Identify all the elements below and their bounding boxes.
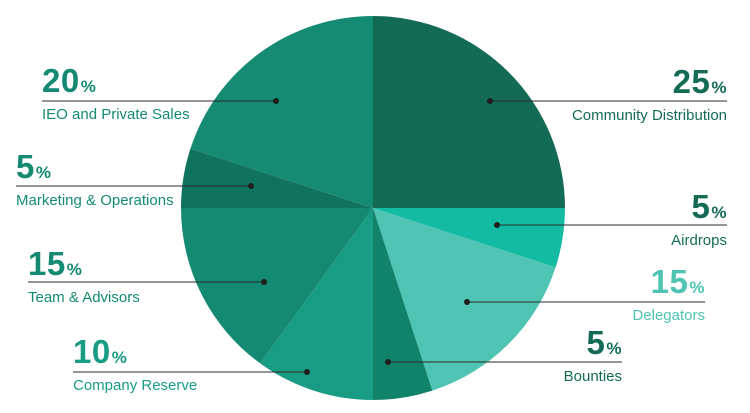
slice-value: 15% <box>28 247 140 286</box>
percent-sign: % <box>80 77 97 96</box>
slice-value-number: 5 <box>691 188 711 225</box>
percent-sign: % <box>35 163 52 182</box>
slice-name: Bounties <box>563 368 622 385</box>
leader-dot-team-advisors <box>261 279 267 285</box>
leader-dot-company-reserve <box>304 369 310 375</box>
percent-sign: % <box>66 260 83 279</box>
slice-name: Airdrops <box>671 232 727 249</box>
slice-label-marketing-operations: 5% Marketing & Operations <box>16 150 174 209</box>
slice-value-number: 5 <box>16 148 35 185</box>
slice-value-number: 20 <box>42 62 80 99</box>
slice-name: Company Reserve <box>73 377 198 394</box>
slice-value: 5% <box>671 190 727 229</box>
slice-value: 15% <box>632 265 705 304</box>
pie-slice-delegators <box>373 208 556 391</box>
slice-name: IEO and Private Sales <box>42 106 190 123</box>
percent-sign: % <box>111 348 128 367</box>
leader-dot-delegators <box>464 299 470 305</box>
slice-label-company-reserve: 10% Company Reserve <box>73 335 197 394</box>
slice-value-number: 15 <box>28 245 66 282</box>
slice-label-community-distribution: 25% Community Distribution <box>572 65 727 124</box>
slice-value-number: 10 <box>73 333 111 370</box>
leader-dot-community-distribution <box>487 98 493 104</box>
slice-name: Marketing & Operations <box>16 192 174 209</box>
slice-value: 25% <box>572 65 727 104</box>
slice-value: 20% <box>42 64 190 103</box>
pie-slice-marketing-operations <box>181 148 373 208</box>
pie-slice-team-advisors <box>181 208 373 364</box>
slice-value: 5% <box>564 326 622 365</box>
percent-sign: % <box>711 203 727 222</box>
slice-name: Community Distribution <box>571 107 727 124</box>
slice-label-delegators: 15% Delegators <box>632 265 705 324</box>
pie-slice-airdrops <box>373 208 565 268</box>
slice-label-airdrops: 5% Airdrops <box>671 190 727 249</box>
slice-name: Delegators <box>632 307 705 324</box>
leader-dot-ieo-and-private-sales <box>273 98 279 104</box>
pie-slice-bounties <box>373 208 433 400</box>
percent-sign: % <box>689 278 705 297</box>
slice-label-bounties: 5% Bounties <box>564 326 622 385</box>
leader-dot-marketing-operations <box>248 183 254 189</box>
slice-name: Team & Advisors <box>28 289 140 306</box>
leader-dot-bounties <box>385 359 391 365</box>
pie-slice-ieo-and-private-sales <box>190 16 373 208</box>
slice-label-team-advisors: 15% Team & Advisors <box>28 247 140 306</box>
pie-slice-community-distribution <box>373 16 565 208</box>
leader-dot-airdrops <box>494 222 500 228</box>
percent-sign: % <box>711 78 727 97</box>
slice-label-ieo-and-private-sales: 20% IEO and Private Sales <box>42 64 190 123</box>
slice-value-number: 15 <box>650 263 689 300</box>
percent-sign: % <box>606 339 622 358</box>
slice-value: 10% <box>73 335 197 374</box>
slice-value-number: 5 <box>586 324 606 361</box>
pie-slice-company-reserve <box>260 208 373 400</box>
slice-value: 5% <box>16 150 174 189</box>
slice-value-number: 25 <box>672 63 711 100</box>
